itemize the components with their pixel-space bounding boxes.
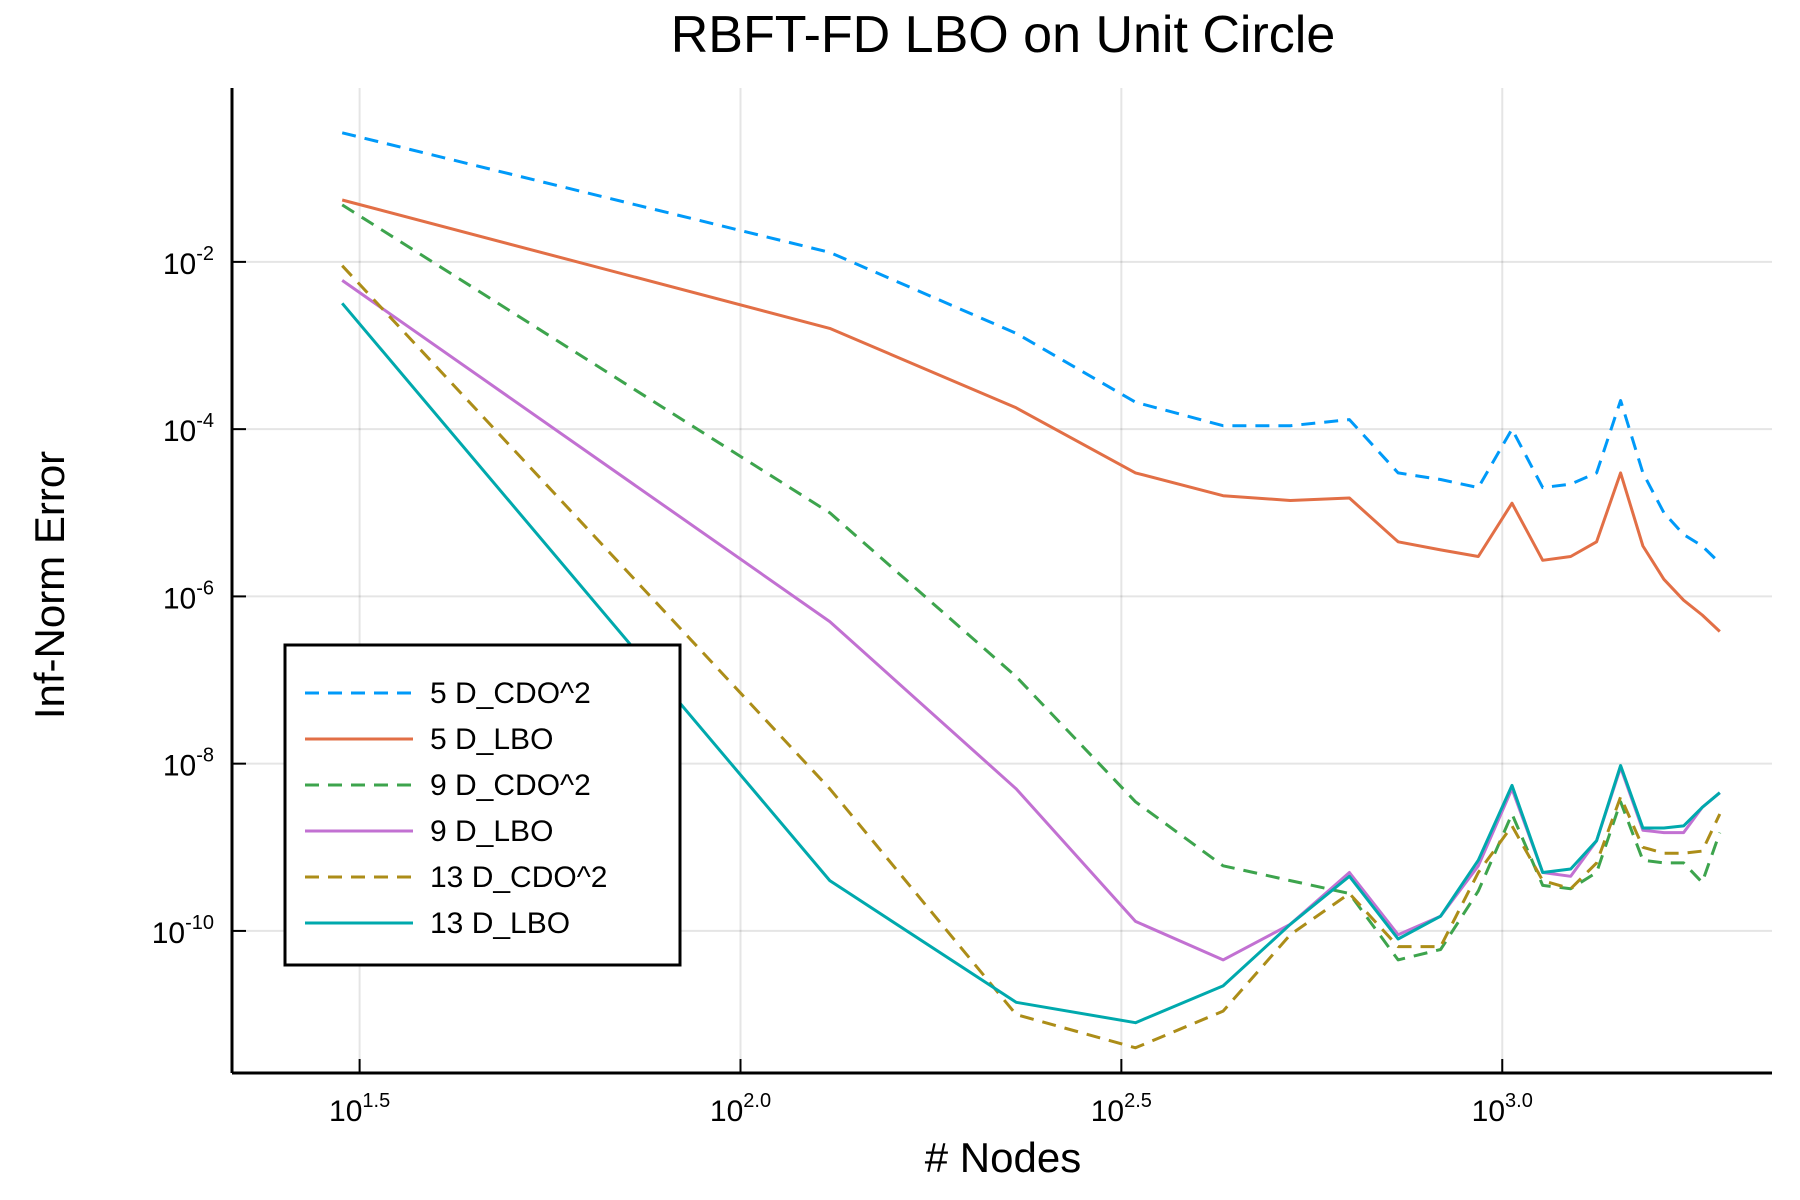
legend-label: 13 D_LBO: [430, 907, 570, 940]
x-tick-label: 103.0: [1472, 1090, 1533, 1128]
series-line-1: [341, 198, 1721, 633]
legend-label: 5 D_LBO: [430, 723, 553, 756]
y-tick-exponent: -4: [196, 410, 214, 432]
y-tick-label: 10-2: [163, 243, 214, 281]
y-tick-base: 10: [163, 248, 196, 281]
series-line-5: [341, 302, 1721, 1025]
y-tick-label: 10-6: [163, 577, 214, 615]
y-tick-base: 10: [163, 415, 196, 448]
y-tick-base: 10: [163, 582, 196, 615]
series-line-0: [341, 131, 1721, 565]
x-tick-exponent: 2.0: [743, 1090, 771, 1112]
x-tick-base: 10: [1472, 1095, 1505, 1128]
x-tick-label: 102.0: [710, 1090, 771, 1128]
x-tick-label: 101.5: [329, 1090, 390, 1128]
chart-title: RBFT-FD LBO on Unit Circle: [671, 6, 1336, 64]
x-tick-exponent: 2.5: [1124, 1090, 1152, 1112]
x-tick-exponent: 3.0: [1505, 1090, 1533, 1112]
legend-label: 9 D_CDO^2: [430, 769, 591, 802]
series-line-2: [341, 203, 1722, 962]
x-tick-base: 10: [329, 1095, 362, 1128]
legend: 5 D_CDO^2 5 D_LBO 9 D_CDO^2 9 D_LBO 13 D_CDO…: [283, 643, 682, 967]
y-tick-exponent: -2: [196, 243, 214, 265]
y-tick-exponent: -10: [185, 912, 214, 934]
y-axis-title: Inf-Norm Error: [26, 451, 73, 719]
x-ticks: 101.5 102.0 102.5 103.0: [329, 1059, 1533, 1128]
x-tick-exponent: 1.5: [362, 1090, 390, 1112]
y-tick-base: 10: [163, 750, 196, 783]
y-tick-label: 10-4: [163, 410, 214, 448]
legend-box: [283, 643, 682, 967]
y-tick-base: 10: [152, 917, 185, 950]
series-lines: [341, 131, 1722, 1050]
legend-label: 5 D_CDO^2: [430, 677, 591, 710]
y-ticks: 10-210-410-610-810-10: [152, 243, 246, 950]
series-line-3: [341, 279, 1721, 962]
x-tick-base: 10: [710, 1095, 743, 1128]
x-tick-base: 10: [1091, 1095, 1124, 1128]
y-tick-exponent: -8: [196, 745, 214, 767]
x-axis-title: # Nodes: [925, 1134, 1081, 1181]
y-tick-label: 10-10: [152, 912, 214, 950]
legend-label: 13 D_CDO^2: [430, 861, 607, 894]
x-tick-label: 102.5: [1091, 1090, 1152, 1128]
grid: [232, 88, 1772, 1073]
y-tick-exponent: -6: [196, 577, 214, 599]
y-tick-label: 10-8: [163, 745, 214, 783]
legend-label: 9 D_LBO: [430, 815, 553, 848]
axes: [230, 88, 1772, 1075]
